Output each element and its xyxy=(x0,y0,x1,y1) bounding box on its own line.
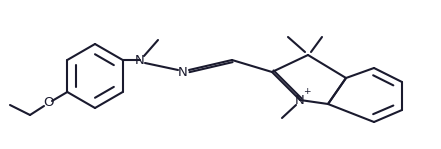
Text: N: N xyxy=(178,66,188,80)
Text: N: N xyxy=(135,53,145,66)
Text: O: O xyxy=(43,97,53,110)
Text: +: + xyxy=(303,87,311,97)
Text: N: N xyxy=(295,94,305,107)
